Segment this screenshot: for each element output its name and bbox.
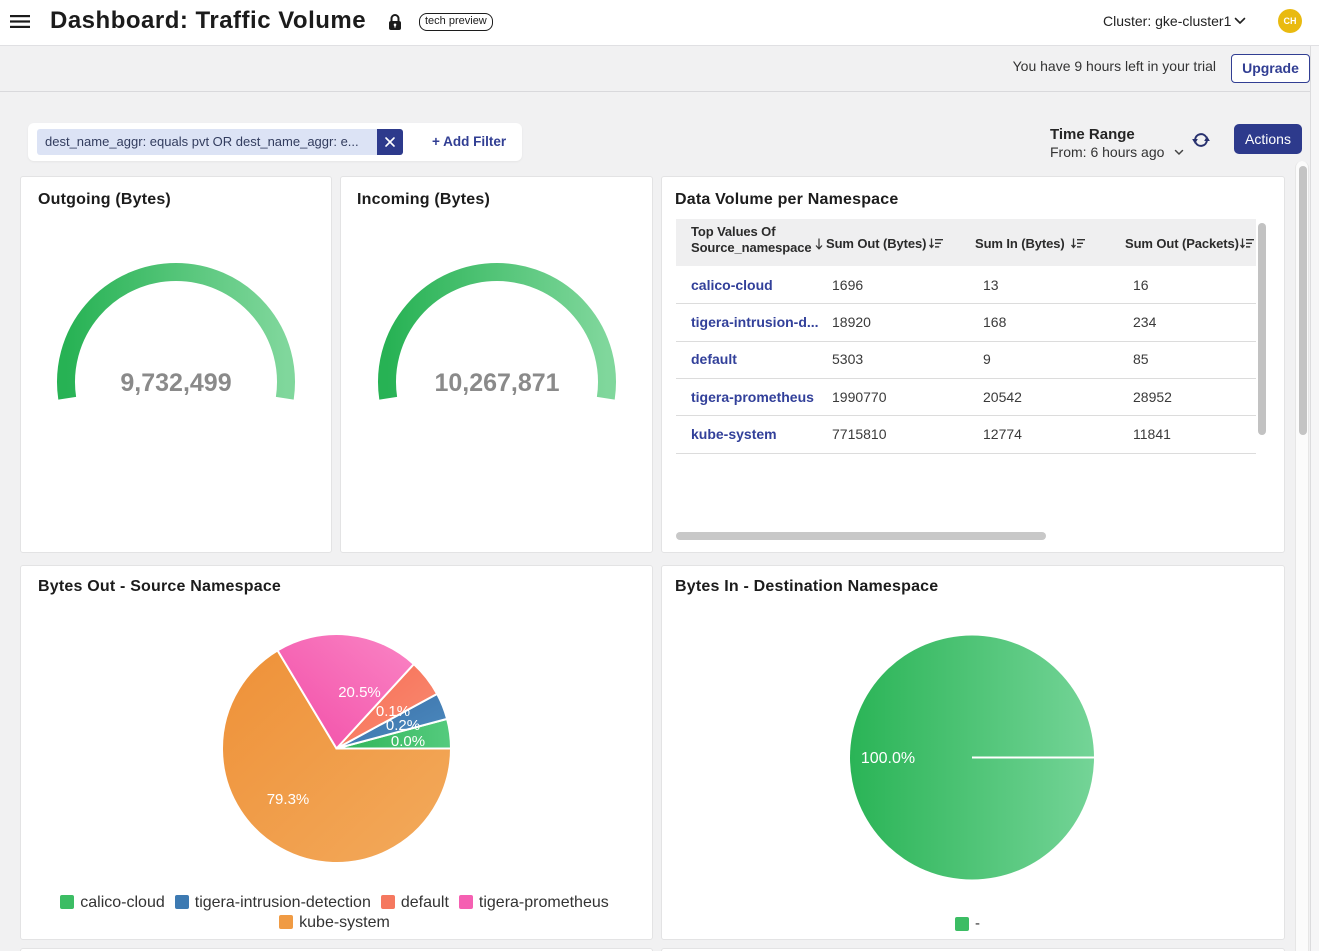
- svg-text:20.5%: 20.5%: [338, 684, 381, 701]
- svg-text:0.1%: 0.1%: [376, 703, 410, 720]
- svg-text:0.2%: 0.2%: [386, 717, 420, 734]
- svg-text:9,732,499: 9,732,499: [120, 369, 231, 397]
- svg-text:79.3%: 79.3%: [267, 791, 310, 808]
- svg-text:0.0%: 0.0%: [391, 733, 425, 750]
- svg-text:100.0%: 100.0%: [861, 750, 915, 767]
- svg-text:10,267,871: 10,267,871: [434, 369, 559, 397]
